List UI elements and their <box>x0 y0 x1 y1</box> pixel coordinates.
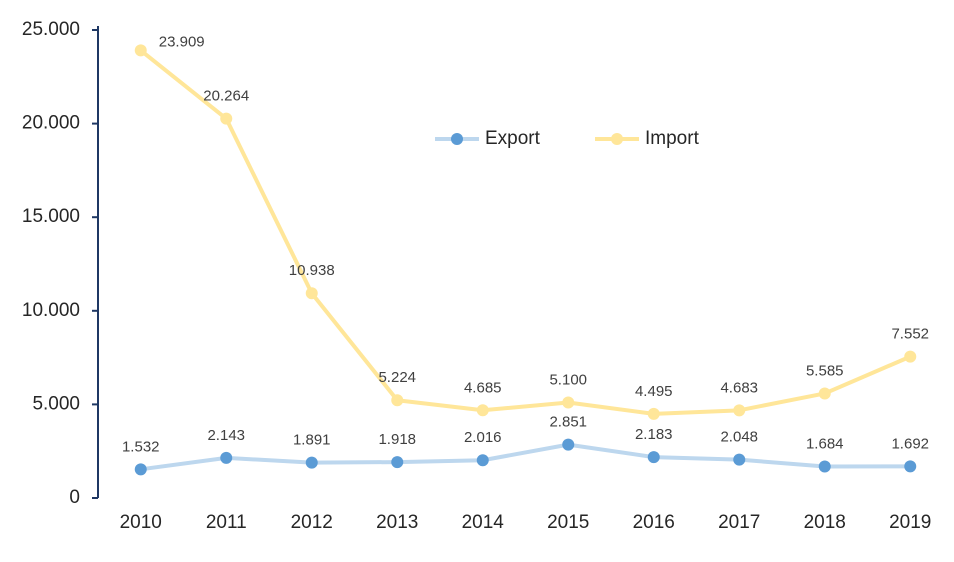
series-line <box>139 48 912 416</box>
point <box>305 287 318 300</box>
point <box>220 112 233 125</box>
series-line <box>140 442 911 472</box>
point <box>134 44 147 57</box>
x-tick-label: 2012 <box>291 512 333 533</box>
y-tick-label: 25.000 <box>22 19 80 40</box>
x-tick-label: 2014 <box>462 512 505 533</box>
point <box>476 404 489 417</box>
point <box>733 453 746 466</box>
point <box>818 387 831 400</box>
data-label: 2.183 <box>635 426 673 443</box>
data-label: 4.685 <box>464 379 502 396</box>
data-label: 4.495 <box>635 383 673 400</box>
y-tick-label: 15.000 <box>22 206 80 227</box>
data-label: 23.909 <box>159 33 205 50</box>
data-label: 1.918 <box>378 431 416 448</box>
point <box>220 451 233 464</box>
y-tick-label: 10.000 <box>22 300 80 321</box>
data-label: 2.048 <box>720 429 758 446</box>
data-label: 5.100 <box>549 371 587 388</box>
data-label: 20.264 <box>203 88 249 105</box>
data-label: 1.532 <box>122 438 160 455</box>
point <box>476 454 489 467</box>
data-label: 4.683 <box>720 379 758 396</box>
x-tick-label: 2016 <box>633 512 675 533</box>
x-tick-label: 2017 <box>718 512 760 533</box>
legend-label: Import <box>645 128 700 149</box>
data-label: 2.016 <box>464 429 502 446</box>
point <box>134 463 147 476</box>
legend-marker <box>611 133 623 145</box>
point <box>904 350 917 363</box>
point <box>391 456 404 469</box>
point <box>305 456 318 469</box>
point <box>562 438 575 451</box>
x-tick-label: 2015 <box>547 512 589 533</box>
x-tick-label: 2019 <box>889 512 931 533</box>
point <box>818 460 831 473</box>
x-tick-label: 2010 <box>120 512 162 533</box>
data-label: 7.552 <box>891 326 929 343</box>
data-label: 1.684 <box>806 435 844 452</box>
data-label: 1.692 <box>891 435 929 452</box>
x-tick-label: 2011 <box>206 512 247 533</box>
legend-marker <box>451 133 463 145</box>
point <box>647 451 660 464</box>
x-tick-label: 2013 <box>376 512 418 533</box>
point <box>647 407 660 420</box>
point <box>562 396 575 409</box>
data-label: 5.585 <box>806 362 844 379</box>
data-label: 10.938 <box>289 262 335 279</box>
point <box>733 404 746 417</box>
point <box>904 460 917 473</box>
y-tick-label: 20.000 <box>22 113 80 134</box>
data-label: 2.851 <box>549 414 587 431</box>
x-tick-label: 2018 <box>804 512 846 533</box>
point <box>391 394 404 407</box>
data-label: 5.224 <box>378 369 416 386</box>
data-label: 1.891 <box>293 432 331 449</box>
data-label: 2.143 <box>207 427 245 444</box>
y-tick-label: 5.000 <box>32 393 80 414</box>
y-tick-label: 0 <box>69 487 80 508</box>
legend-label: Export <box>485 128 541 149</box>
